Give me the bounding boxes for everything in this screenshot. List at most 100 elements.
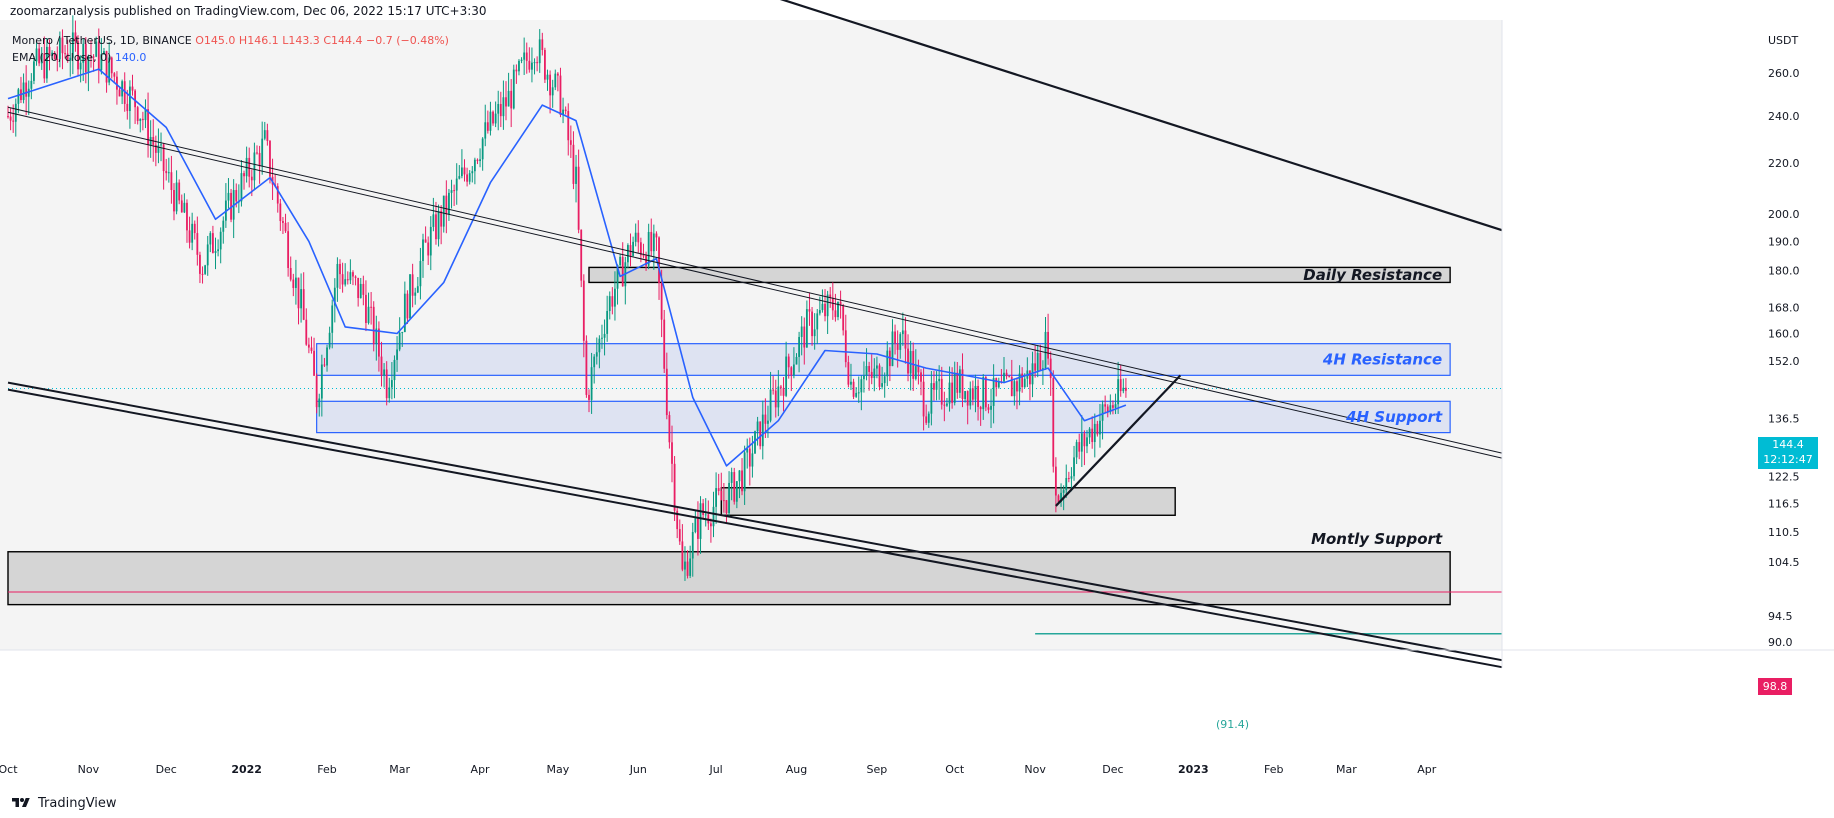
candle-body (1086, 437, 1088, 447)
candle-body (917, 366, 920, 373)
candle-body (933, 383, 935, 390)
candle-body (178, 182, 181, 201)
candle-body (717, 488, 720, 491)
zone-label: 4H Support (1345, 408, 1443, 426)
candle-body (380, 356, 383, 376)
candle-body (1010, 376, 1013, 397)
candle-body (7, 116, 9, 118)
footer-brand[interactable]: TradingView (38, 795, 117, 811)
candle-body (222, 220, 225, 232)
candle-body (227, 192, 230, 201)
y-tick-label: 180.0 (1768, 264, 1800, 277)
candle-body (489, 111, 492, 131)
candle-body (484, 122, 487, 139)
candle-body (256, 152, 258, 154)
candle-body (834, 310, 837, 318)
candle-body (95, 41, 98, 57)
candle-body (811, 311, 813, 337)
candle-body (551, 87, 554, 96)
candle-body (118, 89, 121, 97)
candle-body (808, 309, 811, 312)
candle-body (66, 53, 69, 61)
candle-body (881, 383, 884, 387)
candle-body (377, 328, 380, 357)
candle-body (865, 366, 868, 376)
ema-value: 140.0 (114, 51, 147, 64)
candle-body (655, 233, 658, 238)
candle-body (398, 332, 401, 350)
candle-body (782, 387, 785, 396)
candle-body (141, 118, 144, 121)
x-tick-label: Apr (471, 763, 491, 776)
candle-body (51, 52, 54, 56)
candle-body (777, 386, 780, 408)
candle-body (292, 279, 295, 288)
x-tick-label: Dec (1102, 763, 1123, 776)
candle-body (1075, 442, 1078, 458)
candle-body (974, 385, 977, 400)
candle-body (427, 242, 430, 256)
candle-body (951, 382, 954, 403)
candle-body (907, 348, 909, 374)
candle-body (652, 233, 655, 252)
candle-body (588, 394, 590, 400)
candle-body (149, 136, 152, 146)
x-tick-label: Dec (156, 763, 177, 776)
ema-legend[interactable]: EMA (20, close, 0) 140.0 (12, 51, 146, 64)
candle-body (471, 171, 474, 174)
symbol-label[interactable]: Monero / TetherUS, 1D, BINANCE (12, 34, 192, 47)
y-tick-label: 136.5 (1768, 413, 1800, 426)
candle-body (440, 210, 443, 227)
candle-body (505, 97, 507, 107)
candle-body (585, 340, 588, 395)
candle-body (751, 453, 754, 467)
candle-body (637, 232, 640, 243)
candle-body (1104, 404, 1107, 407)
candle-body (450, 190, 453, 193)
candle-body (1052, 378, 1055, 467)
candle-body (728, 482, 730, 513)
candle-body (323, 364, 326, 366)
x-tick-label: Mar (1336, 763, 1357, 776)
candle-body (958, 369, 961, 393)
candle-body (341, 274, 344, 285)
candle-body (528, 60, 531, 70)
candle-body (481, 138, 484, 160)
candle-body (715, 488, 718, 507)
candle-body (606, 311, 609, 334)
countdown: 12:12:47 (1763, 453, 1813, 466)
candle-body (772, 389, 775, 391)
candle-body (531, 62, 533, 70)
low-marker-tag: 98.8 (1758, 678, 1792, 695)
candle-body (453, 190, 456, 192)
current-price-tag: 144.4 12:12:47 (1758, 437, 1818, 469)
y-tick-label: 240.0 (1768, 110, 1800, 123)
candle-body (35, 48, 38, 62)
candle-body (294, 277, 297, 288)
candle-body (593, 356, 596, 368)
candle-body (868, 366, 871, 372)
candle-body (409, 274, 411, 319)
x-tick-label: 2023 (1178, 763, 1209, 776)
candle-body (572, 144, 575, 184)
candle-body (326, 347, 328, 366)
candle-body (523, 52, 526, 60)
candle-body (1124, 387, 1127, 391)
candle-body (1057, 495, 1060, 502)
candle-body (97, 41, 100, 71)
candle-body (621, 256, 624, 287)
zones (7, 266, 1451, 606)
candle-body (663, 319, 666, 369)
candle-body (582, 280, 585, 341)
candle-body (1112, 405, 1114, 408)
ema-line (7, 68, 1127, 467)
candle-body (79, 62, 82, 70)
candle-body (619, 256, 622, 266)
candle-body (370, 306, 373, 308)
candle-body (466, 174, 469, 182)
candle-body (243, 173, 245, 177)
candle-body (92, 56, 95, 58)
candle-body (966, 391, 969, 406)
candle-body (564, 109, 567, 112)
